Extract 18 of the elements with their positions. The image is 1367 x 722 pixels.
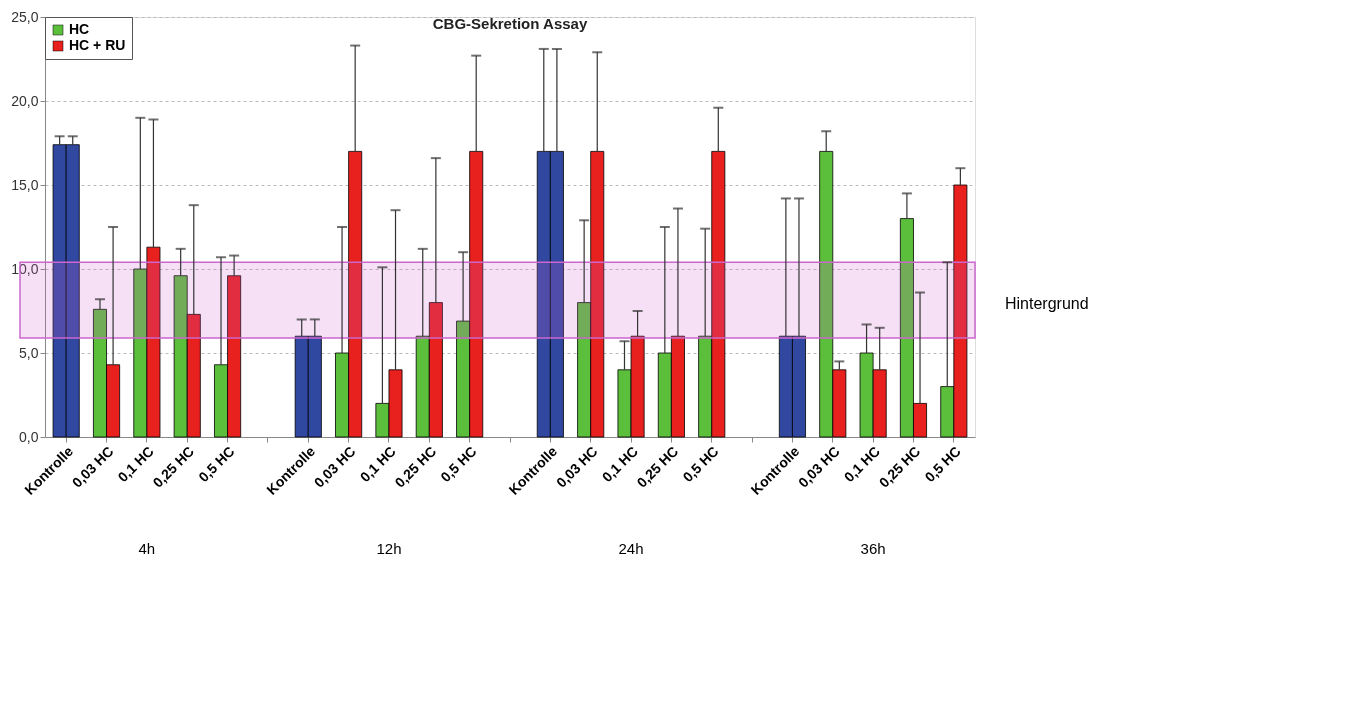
y-tick-label: 0,0: [19, 428, 39, 445]
x-tick-label: 0,5 HC: [679, 443, 722, 486]
y-tick-label: 25,0: [11, 8, 39, 25]
text: 36h: [860, 540, 886, 557]
y-tick-label: 10,0: [11, 260, 39, 277]
legend-label: HC: [69, 21, 90, 37]
x-tick-label: 0,5 HC: [437, 443, 480, 486]
band-label: Hintergrund: [1005, 295, 1089, 313]
text: 4h: [138, 540, 156, 557]
legend-label: HC + RU: [69, 37, 126, 53]
chart-title: CBG-Sekretion Assay: [432, 15, 588, 32]
y-tick-label: 20,0: [11, 92, 39, 109]
y-tick-label: 5,0: [19, 344, 39, 361]
y-tick-label: 15,0: [11, 176, 39, 193]
x-tick-label: 0,5 HC: [195, 443, 238, 486]
x-tick-label: 0,5 HC: [921, 443, 964, 486]
text: 24h: [618, 540, 644, 557]
text: 12h: [376, 540, 402, 557]
